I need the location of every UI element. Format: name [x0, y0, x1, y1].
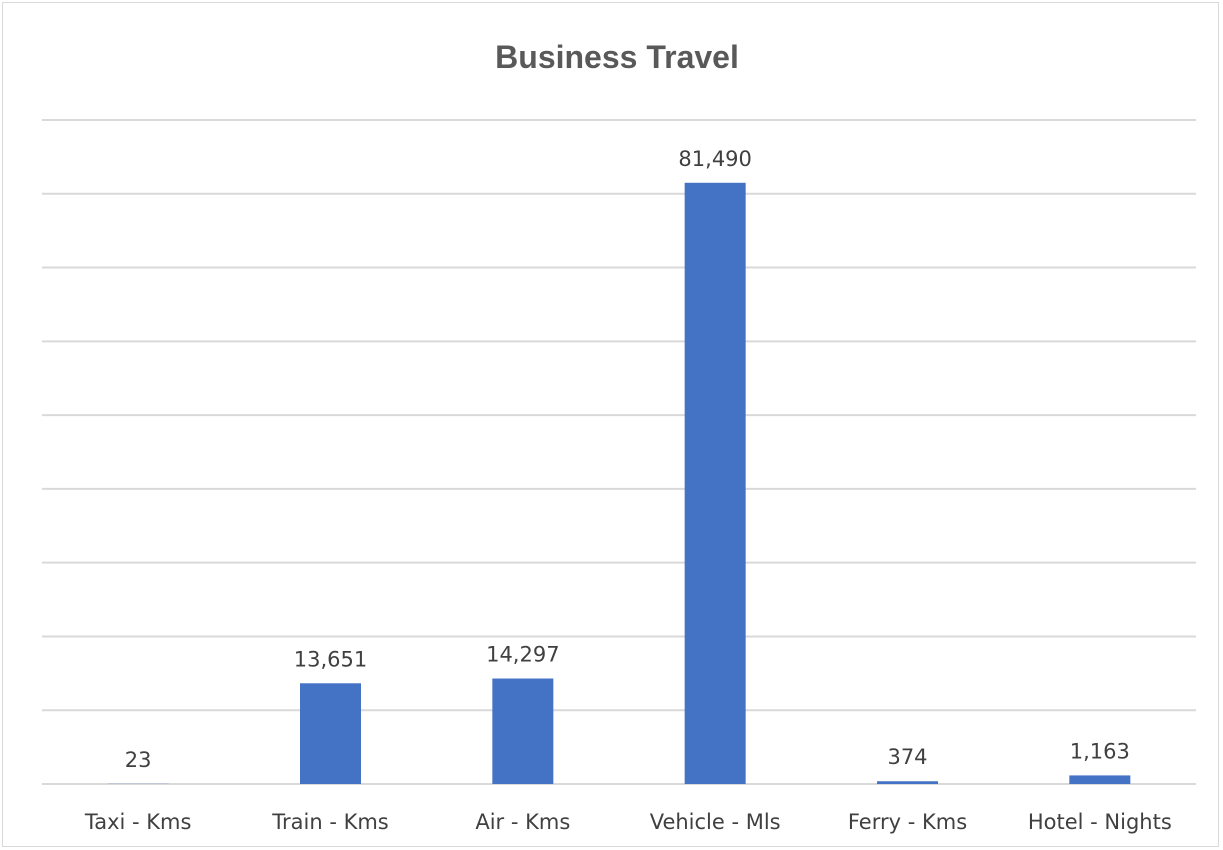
x-tick-label: Taxi - Kms	[84, 810, 192, 834]
bar	[300, 683, 361, 784]
x-tick-label: Train - Kms	[271, 810, 388, 834]
bars	[107, 182, 1131, 784]
bar	[684, 182, 746, 784]
x-axis-tick-labels: Taxi - Kms Train - Kms Air - Kms Vehicle - …	[84, 810, 1172, 834]
gridlines	[42, 119, 1196, 785]
x-tick-label: Hotel - Nights	[1028, 810, 1172, 834]
data-label: 81,490	[678, 147, 751, 171]
data-label: 14,297	[486, 643, 559, 667]
x-tick-label: Air - Kms	[475, 810, 570, 834]
data-label: 1,163	[1070, 739, 1130, 763]
x-tick-label: Ferry - Kms	[848, 810, 967, 834]
data-label: 374	[887, 745, 927, 769]
data-label: 13,651	[294, 647, 367, 671]
x-tick-label: Vehicle - Mls	[650, 810, 781, 834]
bar	[492, 678, 554, 784]
chart-title: Business Travel	[495, 39, 739, 75]
data-labels: 23 13,651 14,297 81,490 374 1,163	[125, 147, 1130, 772]
bar	[1069, 775, 1131, 784]
bar	[877, 781, 938, 784]
data-label: 23	[125, 748, 152, 772]
